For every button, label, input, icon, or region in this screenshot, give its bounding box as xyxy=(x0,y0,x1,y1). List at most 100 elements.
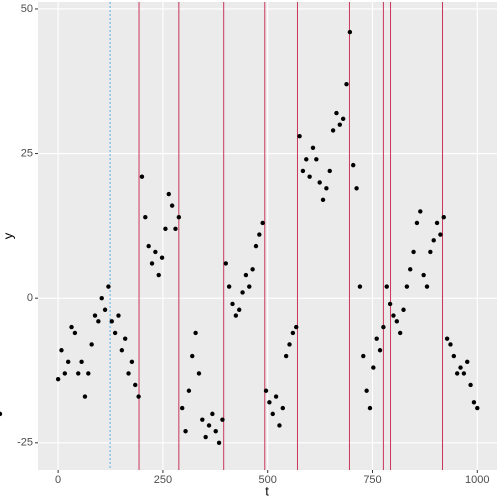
point xyxy=(344,81,349,87)
point xyxy=(451,353,457,359)
y-axis-title: y xyxy=(0,232,15,239)
point xyxy=(196,371,202,376)
point xyxy=(55,376,61,382)
point xyxy=(112,330,118,336)
point xyxy=(277,423,282,428)
point xyxy=(223,261,228,266)
point xyxy=(354,186,359,191)
x-axis-title: t xyxy=(265,483,269,498)
point xyxy=(200,417,205,422)
point xyxy=(253,243,259,249)
point xyxy=(428,249,433,255)
point xyxy=(247,284,252,289)
point xyxy=(99,295,104,301)
point xyxy=(384,284,389,289)
point xyxy=(79,359,84,365)
point xyxy=(340,116,346,122)
point xyxy=(444,336,450,341)
point xyxy=(468,382,473,388)
point xyxy=(76,371,81,376)
point xyxy=(109,319,114,324)
point xyxy=(294,324,299,330)
point xyxy=(314,157,319,162)
point xyxy=(102,307,108,312)
point xyxy=(387,301,393,307)
point xyxy=(65,359,71,365)
point xyxy=(441,214,446,220)
point xyxy=(287,342,292,347)
point xyxy=(139,174,145,179)
point xyxy=(371,365,376,370)
point xyxy=(267,400,272,405)
x-tick-label: 250 xyxy=(154,474,172,486)
point xyxy=(465,359,470,365)
point xyxy=(320,197,326,203)
point xyxy=(418,209,423,214)
point xyxy=(357,284,363,289)
x-tick-label: 750 xyxy=(363,474,381,486)
point xyxy=(424,284,430,289)
point xyxy=(283,353,289,359)
point xyxy=(169,203,175,208)
point xyxy=(126,371,131,376)
point xyxy=(183,429,188,434)
point xyxy=(351,162,356,168)
point xyxy=(434,220,440,226)
y-tick-label: 25 xyxy=(21,147,33,159)
point xyxy=(381,324,386,330)
point xyxy=(297,134,302,139)
point xyxy=(153,249,158,255)
point xyxy=(471,400,477,405)
point xyxy=(257,232,262,237)
point xyxy=(149,261,155,266)
point xyxy=(263,388,269,393)
point xyxy=(408,267,413,272)
point xyxy=(129,359,135,365)
point xyxy=(62,371,68,376)
point xyxy=(133,382,138,388)
point xyxy=(367,405,373,411)
point xyxy=(327,168,332,174)
point xyxy=(116,313,121,318)
point xyxy=(250,267,255,272)
point xyxy=(119,348,125,353)
point xyxy=(226,284,232,289)
point xyxy=(337,122,343,127)
point xyxy=(404,284,410,289)
point xyxy=(260,220,265,226)
x-tick-label: 500 xyxy=(259,474,277,486)
point xyxy=(206,423,212,428)
y-tick-label: 0 xyxy=(27,292,33,304)
point xyxy=(190,353,195,359)
point xyxy=(122,336,128,341)
point xyxy=(0,411,3,417)
point xyxy=(448,342,453,347)
point xyxy=(69,324,74,330)
point xyxy=(233,313,239,318)
point xyxy=(173,226,178,231)
point xyxy=(176,214,182,220)
point xyxy=(243,272,249,278)
point xyxy=(454,371,460,376)
point xyxy=(411,249,416,255)
point xyxy=(163,226,168,231)
point xyxy=(230,301,235,307)
point xyxy=(220,417,225,422)
point xyxy=(159,255,165,260)
point xyxy=(421,272,426,278)
y-tick-label: -25 xyxy=(17,437,33,449)
point xyxy=(330,128,336,133)
point xyxy=(377,348,383,353)
point xyxy=(401,307,406,312)
point xyxy=(270,411,275,417)
point xyxy=(397,330,403,336)
point xyxy=(273,394,279,399)
point xyxy=(193,330,198,336)
point xyxy=(374,336,379,341)
point xyxy=(391,313,396,318)
point xyxy=(304,157,309,162)
point xyxy=(72,330,78,336)
point xyxy=(414,220,420,226)
point xyxy=(307,174,312,179)
point xyxy=(213,429,218,434)
